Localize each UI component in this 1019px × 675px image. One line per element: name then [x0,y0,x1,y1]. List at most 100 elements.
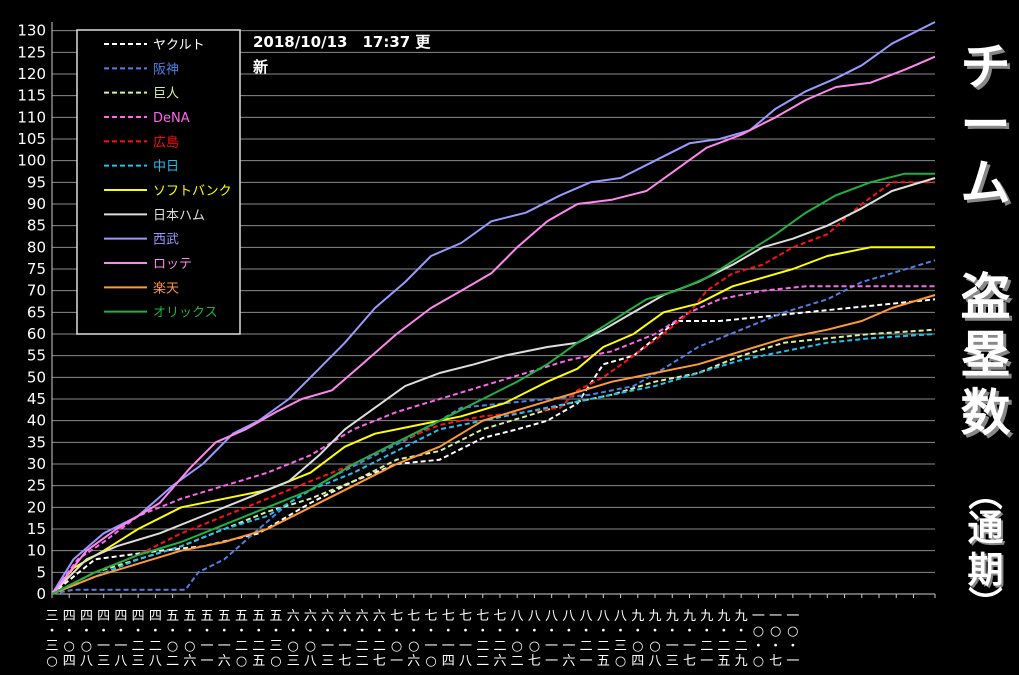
x-tick-label: 四 [63,609,76,624]
legend-label: オリックス [153,306,218,321]
x-tick-label: 四 [63,654,76,669]
x-tick-label: 四 [114,609,127,624]
y-tick-label: 80 [27,238,46,256]
x-tick-label: 八 [614,609,627,624]
title-char: 盗 [960,268,1011,326]
y-tick-label: 105 [17,130,46,148]
x-tick-label: ・ [442,624,455,639]
x-tick-label: 六 [287,609,300,624]
x-tick-label: ・ [252,624,265,639]
x-tick-label: 一 [442,639,455,654]
x-tick-label: 三 [321,654,334,669]
x-tick-label: 九 [683,609,696,624]
x-tick-label: 九 [666,609,679,624]
x-tick-label: 七 [683,654,696,669]
y-tick-label: 55 [27,347,46,365]
title-char: ︵ [968,475,1003,515]
x-tick-label: 五 [717,654,730,669]
x-tick-label: ・ [235,624,248,639]
x-tick-label: ○ [270,654,281,669]
x-tick-label: 七 [390,609,403,624]
x-tick-label: ・ [597,624,610,639]
x-tick-label: 三 [269,639,282,654]
title-char: 数 [960,384,1011,442]
legend-label: ソフトバンク [153,184,232,199]
title-char: ム [960,154,1011,212]
x-tick-label: ・ [631,624,644,639]
x-tick-label: ・ [80,624,93,639]
x-tick-label: 六 [356,609,369,624]
x-tick-label: 五 [183,609,196,624]
x-tick-label: ○ [305,639,316,654]
x-tick-label: 八 [562,609,575,624]
x-tick-label: 一 [114,639,127,654]
x-tick-label: ○ [632,639,643,654]
x-tick-label: ・ [562,624,575,639]
x-tick-label: ・ [356,624,369,639]
chart-title-period: ︵ 通期 ︶ [952,475,1019,625]
legend-label: 楽天 [153,280,179,296]
x-tick-label: 六 [304,609,317,624]
series-line-ソフトバンク [51,246,935,595]
x-tick-label: ○ [408,639,419,654]
x-tick-label: 七 [769,654,782,669]
x-tick-label: ・ [45,624,58,639]
x-tick-label: ○ [615,654,626,669]
x-tick-label: ・ [149,624,162,639]
legend-box [76,29,241,335]
series-line-楽天 [51,294,936,595]
x-tick-label: 七 [459,609,472,624]
x-tick-label: 九 [649,609,662,624]
chart-title-main: 盗塁数 [952,268,1019,442]
x-tick-label: 四 [80,609,93,624]
series-line-日本ハム [51,177,936,595]
x-tick-label: 一 [201,654,214,669]
series-line-DeNA [51,285,935,595]
x-tick-label: 四 [132,609,145,624]
y-tick-label: 95 [27,173,46,191]
x-tick-label: 九 [717,609,730,624]
x-tick-label: ○ [770,624,781,639]
series-line-西武 [51,21,936,595]
x-tick-label: 一 [700,654,713,669]
x-tick-label: 八 [80,654,93,669]
x-tick-label: ・ [511,624,524,639]
x-tick-label: 五 [269,609,282,624]
legend-label: 中日 [153,160,179,175]
x-tick-label: 七 [528,654,541,669]
x-tick-label: ○ [236,654,247,669]
x-tick-label: ・ [407,624,420,639]
x-tick-label: 七 [338,654,351,669]
x-tick-label: ・ [769,639,782,654]
series-line-オリックス [51,172,935,595]
series-lines [51,21,936,595]
update-timestamp: 2018/10/13 17:37 更新 [253,33,431,76]
x-tick-label: 二 [149,639,162,654]
x-tick-label: ○ [81,639,92,654]
x-tick-label: 四 [442,654,455,669]
title-char: ︶ [968,585,1003,625]
y-tick-label: 120 [17,65,46,83]
x-tick-label: ・ [717,624,730,639]
y-tick-label: 15 [27,520,46,538]
grid-lines [52,30,935,595]
x-axis: 三・三○四・○四四・○八四・一三四・一八四・二三四・二八五・○二五・○六五・一一… [45,593,936,669]
x-tick-label: 七 [493,609,506,624]
x-tick-label: ・ [528,624,541,639]
x-tick-label: ・ [752,639,765,654]
x-tick-label: ・ [476,624,489,639]
x-tick-label: 二 [597,639,610,654]
x-tick-label: ・ [649,624,662,639]
x-tick-label: 四 [97,609,110,624]
x-tick-label: 八 [149,654,162,669]
series-line-広島 [51,181,935,595]
x-tick-label: 三 [614,639,627,654]
x-tick-label: 二 [717,639,730,654]
series-line-ロッテ [51,55,936,595]
x-tick-label: 一 [390,654,403,669]
x-tick-label: ○ [753,654,764,669]
legend-label: 広島 [153,135,179,150]
x-tick-label: 二 [580,639,593,654]
x-tick-label: 三 [97,654,110,669]
